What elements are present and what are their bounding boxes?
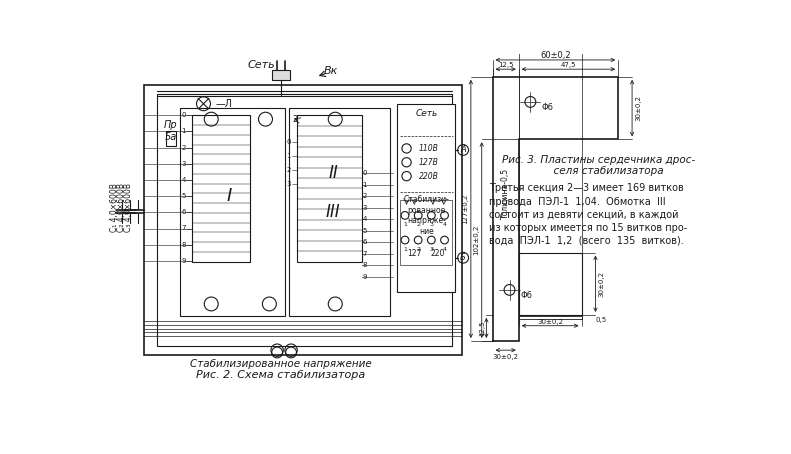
Bar	[400, 200, 452, 266]
Text: I: I	[226, 187, 231, 205]
Text: 2: 2	[416, 247, 420, 252]
Text: 30±0,2: 30±0,2	[493, 354, 519, 360]
Text: 1: 1	[403, 222, 407, 227]
Bar	[192, 115, 250, 262]
Text: 1: 1	[362, 182, 367, 188]
Bar	[271, 70, 290, 80]
Text: Стабилизи-
рованное
напряже-
ние: Стабилизи- рованное напряже- ние	[403, 195, 449, 236]
Text: 127В: 127В	[419, 158, 439, 167]
Text: Сеть: Сеть	[248, 60, 275, 70]
Text: 3: 3	[430, 222, 433, 227]
Text: 4: 4	[442, 247, 447, 252]
Text: 8: 8	[362, 262, 367, 268]
Text: 102±0,2: 102±0,2	[473, 225, 479, 255]
Bar	[519, 316, 581, 319]
Text: Рис. 2. Схема стабилизатора: Рис. 2. Схема стабилизатора	[196, 370, 365, 380]
Text: III: III	[326, 202, 341, 221]
Bar	[289, 108, 389, 316]
Text: 2: 2	[286, 167, 291, 173]
Text: 3: 3	[286, 181, 291, 187]
Text: Φ6: Φ6	[541, 103, 553, 112]
Bar	[180, 108, 285, 316]
Bar	[166, 131, 176, 146]
Text: Сеть: Сеть	[415, 109, 437, 118]
Text: 9: 9	[362, 274, 367, 280]
Text: 0: 0	[286, 139, 291, 145]
Text: 0: 0	[362, 170, 367, 176]
Text: 60±0,2: 60±0,2	[540, 51, 570, 60]
Text: 9: 9	[181, 258, 186, 264]
Text: 220В: 220В	[419, 172, 439, 181]
Text: 220: 220	[430, 249, 445, 258]
Bar	[157, 94, 452, 346]
Text: 1: 1	[286, 153, 291, 159]
Text: 6: 6	[181, 209, 186, 215]
Text: 30±0,2: 30±0,2	[537, 319, 563, 325]
Text: 7: 7	[362, 251, 367, 257]
Text: Пр
5а: Пр 5а	[165, 120, 178, 142]
Text: 47,5: 47,5	[561, 62, 576, 69]
Text: 7: 7	[181, 226, 186, 232]
Text: 2: 2	[416, 222, 420, 227]
Text: провода  ПЭЛ-1  1,04.  Обмотка  III: провода ПЭЛ-1 1,04. Обмотка III	[490, 197, 666, 207]
Text: 12,5: 12,5	[479, 320, 485, 336]
Text: С₃ 4,0×600В: С₃ 4,0×600В	[124, 183, 133, 232]
Text: 5: 5	[362, 228, 367, 234]
Text: 1: 1	[181, 128, 186, 134]
Text: С₂ 4,0×600В: С₂ 4,0×600В	[117, 183, 126, 232]
Text: Рис. 3. Пластины сердечника дрос-
      селя стабилизатора: Рис. 3. Пластины сердечника дрос- селя с…	[502, 154, 695, 176]
Text: 127: 127	[407, 249, 422, 258]
Text: 0: 0	[181, 112, 186, 118]
Text: 30±0,2: 30±0,2	[635, 95, 642, 121]
Text: 0,5: 0,5	[596, 317, 607, 323]
Text: 3: 3	[430, 247, 433, 252]
Text: 4: 4	[362, 216, 367, 222]
Text: 2: 2	[362, 193, 367, 199]
Bar	[144, 85, 462, 355]
Bar	[297, 115, 362, 262]
Text: Вк: Вк	[324, 66, 339, 76]
Text: 12,5: 12,5	[498, 62, 513, 69]
Text: II: II	[328, 164, 339, 182]
Text: Толщина-0,5: Толщина-0,5	[501, 168, 510, 219]
Text: С₁ 4,0×600В: С₁ 4,0×600В	[110, 183, 119, 232]
Text: 4: 4	[181, 177, 186, 183]
Text: 8: 8	[181, 242, 186, 248]
Text: 127±0,2: 127±0,2	[463, 194, 468, 224]
Text: 5: 5	[181, 193, 186, 199]
Text: Стабилизированное напряжение: Стабилизированное напряжение	[190, 359, 372, 369]
Text: 2: 2	[181, 145, 186, 151]
Text: 6: 6	[362, 239, 367, 245]
Text: Б: Б	[460, 253, 466, 262]
Text: А: А	[460, 145, 466, 154]
Bar	[519, 252, 581, 315]
Text: вода  ПЭЛ-1  1,2  (всего  135  витков).: вода ПЭЛ-1 1,2 (всего 135 витков).	[490, 236, 684, 246]
Text: состоит из девяти секций, в каждой: состоит из девяти секций, в каждой	[490, 210, 679, 220]
Text: 2: 2	[293, 115, 297, 123]
Text: 30±0,2: 30±0,2	[599, 271, 604, 297]
Text: 3: 3	[181, 161, 186, 167]
Text: из которых имеется по 15 витков про-: из которых имеется по 15 витков про-	[490, 223, 687, 233]
Text: 1: 1	[403, 247, 407, 252]
Bar	[397, 104, 456, 292]
Text: 4: 4	[442, 222, 447, 227]
Text: Третья секция 2—3 имеет 169 витков: Третья секция 2—3 имеет 169 витков	[490, 183, 684, 193]
Text: 110В: 110В	[419, 144, 439, 153]
Text: —Л: —Л	[216, 99, 233, 109]
Text: Φ6: Φ6	[520, 291, 532, 300]
Text: 3: 3	[362, 205, 367, 211]
